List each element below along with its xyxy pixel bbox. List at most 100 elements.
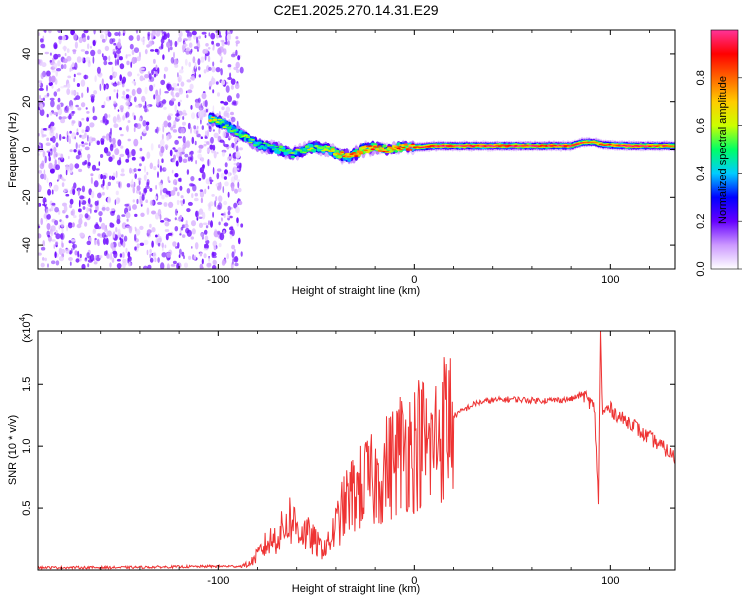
noise-blob [108, 61, 113, 65]
noise-blob [218, 221, 221, 226]
noise-blob [209, 144, 214, 150]
noise-blob [160, 30, 163, 34]
noise-blob [204, 99, 208, 108]
noise-blob [122, 241, 126, 248]
noise-blob [71, 222, 75, 228]
noise-blob [91, 164, 97, 172]
noise-blob [227, 77, 233, 80]
noise-blob [237, 187, 242, 193]
noise-blob [213, 150, 217, 159]
colorbar-frame [710, 29, 739, 270]
noise-blob [101, 38, 106, 43]
noise-blob [219, 59, 223, 63]
noise-blob [136, 243, 140, 249]
noise-blob [194, 192, 198, 197]
noise-blob [44, 155, 47, 164]
noise-blob [100, 120, 104, 123]
noise-blob [108, 55, 111, 62]
noise-blob [171, 87, 174, 91]
noise-blob [136, 56, 141, 62]
noise-blob [60, 86, 65, 89]
noise-blob [127, 71, 133, 77]
ridge-blob [255, 144, 260, 146]
noise-blob [73, 77, 76, 83]
noise-blob [78, 213, 83, 219]
noise-blob [107, 31, 112, 38]
noise-blob [102, 135, 106, 139]
noise-blob [109, 136, 112, 143]
noise-blob [102, 186, 105, 190]
noise-blob [217, 47, 222, 55]
noise-blob [76, 92, 79, 96]
noise-blob [95, 255, 98, 259]
noise-blob [149, 253, 151, 259]
noise-blob [205, 108, 208, 113]
noise-blob [42, 134, 47, 137]
noise-blob [227, 191, 230, 198]
noise-blob [233, 162, 237, 166]
noise-blob [44, 257, 47, 262]
noise-blob [195, 130, 199, 135]
noise-blob [190, 126, 192, 134]
noise-blob [56, 153, 62, 156]
noise-blob [215, 67, 221, 73]
noise-blob [201, 31, 207, 35]
noise-blob [88, 207, 91, 212]
noise-blob [116, 49, 121, 54]
noise-blob [87, 199, 90, 203]
noise-blob [182, 135, 186, 144]
ridge-blob [302, 148, 307, 151]
noise-blob [92, 228, 97, 233]
noise-blob [119, 63, 125, 70]
ridge-blob [224, 124, 230, 126]
noise-blob [42, 257, 45, 261]
noise-blob [119, 237, 122, 241]
noise-blob [157, 233, 160, 238]
noise-blob [48, 162, 53, 170]
noise-blob [90, 49, 96, 57]
noise-blob [222, 186, 225, 194]
noise-blob [235, 168, 240, 171]
noise-blob [97, 233, 101, 237]
noise-blob [77, 189, 80, 197]
noise-blob [139, 147, 143, 152]
noise-blob [51, 260, 56, 265]
noise-blob [187, 122, 191, 130]
y-tick-label: 20 [21, 96, 33, 108]
noise-blob [138, 117, 142, 122]
noise-blob [47, 263, 49, 268]
noise-blob [180, 195, 184, 199]
noise-blob [206, 141, 210, 145]
noise-blob [91, 137, 96, 142]
y-tick-label: -40 [21, 237, 33, 253]
ridge-blob [238, 134, 244, 136]
noise-blob [205, 239, 210, 245]
noise-blob [194, 210, 200, 218]
ridge-blob [321, 149, 326, 152]
ridge-blob [408, 146, 413, 148]
noise-blob [84, 146, 90, 151]
noise-blob [38, 184, 42, 192]
ridge-blob [662, 144, 667, 147]
noise-blob [234, 188, 238, 194]
noise-blob [139, 242, 145, 246]
noise-blob [48, 151, 51, 157]
noise-blob [105, 206, 110, 212]
noise-blob [212, 259, 217, 265]
ridge-blob [391, 149, 397, 151]
noise-blob [151, 30, 156, 37]
noise-blob [223, 176, 227, 180]
snr-y-label: SNR (10 * v/v) [7, 415, 19, 485]
noise-blob [131, 156, 136, 161]
noise-blob [196, 36, 199, 44]
noise-blob [58, 225, 61, 230]
noise-blob [235, 36, 239, 40]
noise-blob [128, 35, 134, 41]
noise-blob [75, 104, 79, 108]
noise-blob [211, 194, 215, 197]
noise-blob [76, 83, 80, 87]
noise-blob [69, 67, 71, 73]
noise-blob [95, 168, 100, 171]
noise-blob [125, 111, 130, 118]
noise-blob [58, 35, 63, 40]
